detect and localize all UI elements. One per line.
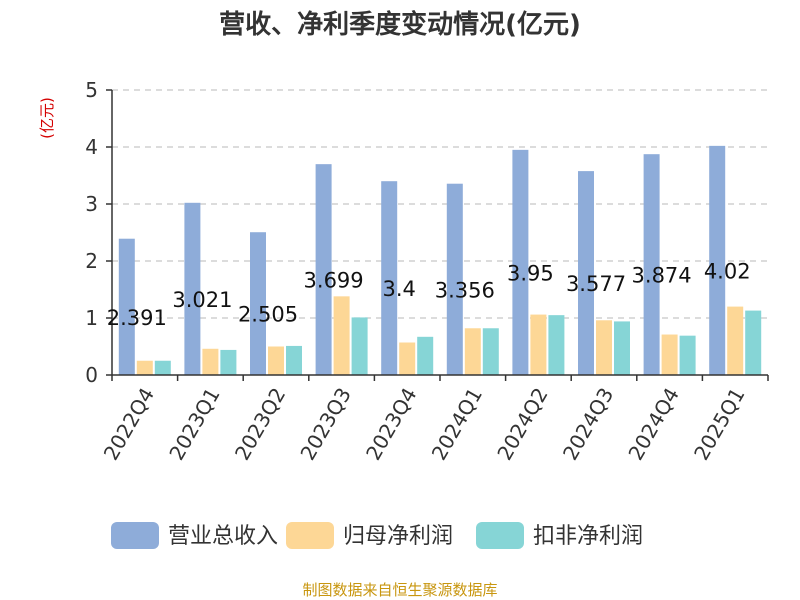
chart-title: 营收、净利季度变动情况(亿元) xyxy=(219,9,581,40)
data-label: 3.021 xyxy=(172,288,232,312)
y-tick-label: 1 xyxy=(85,306,98,330)
x-tick-label: 2023Q2 xyxy=(230,384,290,465)
bar-归母净利润-2023Q4 xyxy=(399,342,416,375)
legend-label: 扣非净利润 xyxy=(533,524,643,549)
legend-swatch xyxy=(111,522,159,549)
bar-归母净利润-2024Q3 xyxy=(596,320,612,375)
data-label: 4.02 xyxy=(704,259,751,283)
data-label: 2.505 xyxy=(238,303,298,327)
bar-营业总收入-2024Q4 xyxy=(643,154,660,375)
data-label: 2.391 xyxy=(107,306,167,330)
x-tick-label: 2023Q3 xyxy=(295,384,355,465)
bar-归母净利润-2023Q2 xyxy=(268,346,284,375)
y-tick-label: 2 xyxy=(85,249,98,273)
bar-归母净利润-2023Q3 xyxy=(333,296,350,375)
bar-扣非净利润-2023Q1 xyxy=(220,349,237,375)
y-tick-label: 0 xyxy=(85,363,98,387)
bar-营业总收入-2023Q2 xyxy=(250,232,266,375)
bar-扣非净利润-2024Q4 xyxy=(679,335,696,375)
bar-扣非净利润-2023Q4 xyxy=(417,336,434,375)
bar-归母净利润-2024Q4 xyxy=(661,334,678,375)
bar-扣非净利润-2025Q1 xyxy=(745,310,762,375)
data-label: 3.95 xyxy=(507,261,554,285)
bar-营业总收入-2023Q3 xyxy=(315,164,332,375)
bar-营业总收入-2022Q4 xyxy=(118,238,135,375)
bar-扣非净利润-2024Q3 xyxy=(614,321,630,375)
bar-营业总收入-2024Q3 xyxy=(578,171,594,375)
x-tick-label: 2025Q1 xyxy=(689,384,749,465)
x-tick-label: 2024Q4 xyxy=(623,384,683,465)
bar-营业总收入-2023Q1 xyxy=(184,202,201,375)
x-tick-label: 2024Q2 xyxy=(492,384,552,465)
bar-归母净利润-2024Q2 xyxy=(530,314,547,375)
legend-swatch xyxy=(476,522,524,549)
bar-扣非净利润-2023Q2 xyxy=(286,345,302,375)
bar-归母净利润-2025Q1 xyxy=(727,306,744,375)
x-tick-label: 2023Q1 xyxy=(164,384,224,465)
bars xyxy=(118,145,762,375)
bar-归母净利润-2023Q1 xyxy=(202,348,219,375)
legend-swatch xyxy=(286,522,334,549)
bar-扣非净利润-2024Q1 xyxy=(482,328,499,375)
bar-营业总收入-2024Q2 xyxy=(512,149,529,375)
legend: 营业总收入 归母净利润 扣非净利润 xyxy=(111,522,643,549)
y-tick-label: 4 xyxy=(85,135,98,159)
x-tick-label: 2023Q4 xyxy=(361,384,421,465)
bar-扣非净利润-2022Q4 xyxy=(154,360,171,375)
x-tick-label: 2024Q3 xyxy=(558,384,618,465)
data-label: 3.699 xyxy=(304,269,364,293)
data-label: 3.356 xyxy=(435,278,495,302)
bar-扣非净利润-2024Q2 xyxy=(548,315,565,375)
bar-归母净利润-2024Q1 xyxy=(464,328,481,375)
y-axis-unit: (亿元) xyxy=(38,97,56,139)
legend-label: 归母净利润 xyxy=(343,524,453,549)
bar-营业总收入-2023Q4 xyxy=(381,181,398,375)
bar-营业总收入-2025Q1 xyxy=(709,145,726,375)
legend-label: 营业总收入 xyxy=(168,524,278,549)
bar-扣非净利润-2023Q3 xyxy=(351,317,368,375)
y-tick-label: 3 xyxy=(85,192,98,216)
bar-归母净利润-2022Q4 xyxy=(136,360,153,375)
data-label: 3.577 xyxy=(566,272,626,296)
y-tick-label: 5 xyxy=(85,78,98,102)
x-tick-label: 2024Q1 xyxy=(427,384,487,465)
data-label: 3.874 xyxy=(632,264,692,288)
x-tick-label: 2022Q4 xyxy=(99,384,159,465)
data-source-note: 制图数据来自恒生聚源数据库 xyxy=(302,581,497,599)
bar-营业总收入-2024Q1 xyxy=(446,183,463,375)
data-label: 3.4 xyxy=(382,277,415,301)
